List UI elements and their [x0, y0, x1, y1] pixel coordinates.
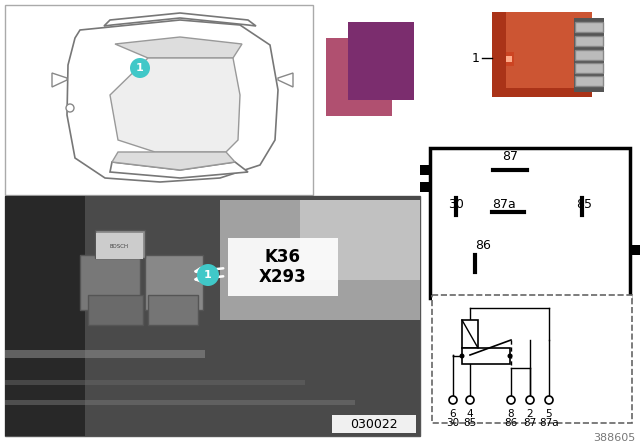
Text: X293: X293: [259, 268, 307, 286]
Bar: [5, 400, 355, 405]
Bar: [420, 165, 430, 175]
Polygon shape: [67, 20, 278, 182]
Bar: [492, 12, 506, 97]
Circle shape: [449, 396, 457, 404]
Polygon shape: [110, 162, 248, 178]
Bar: [430, 148, 630, 298]
Bar: [5, 196, 420, 436]
Polygon shape: [278, 73, 293, 87]
Text: 86: 86: [475, 239, 491, 252]
Bar: [575, 76, 603, 86]
Bar: [80, 255, 140, 310]
Bar: [420, 182, 430, 192]
Text: 6: 6: [450, 409, 456, 419]
Circle shape: [508, 353, 513, 358]
Circle shape: [545, 396, 553, 404]
Bar: [506, 52, 514, 66]
Bar: [575, 36, 603, 46]
Circle shape: [526, 396, 534, 404]
Text: 87a: 87a: [492, 198, 516, 211]
Text: BOSCH: BOSCH: [109, 244, 129, 249]
Circle shape: [197, 264, 219, 286]
Text: 87a: 87a: [539, 418, 559, 428]
Text: 030022: 030022: [350, 418, 398, 431]
Bar: [432, 295, 632, 423]
Text: 87: 87: [524, 418, 536, 428]
Circle shape: [460, 353, 465, 358]
Text: 4: 4: [467, 409, 474, 419]
Text: 388605: 388605: [593, 433, 635, 443]
Bar: [575, 50, 603, 60]
Bar: [492, 12, 592, 97]
Bar: [5, 196, 420, 436]
Text: 86: 86: [504, 418, 518, 428]
Text: 1: 1: [204, 270, 212, 280]
Bar: [148, 295, 198, 325]
Text: 2: 2: [527, 409, 533, 419]
Bar: [5, 196, 85, 436]
Text: 30: 30: [447, 418, 460, 428]
Circle shape: [466, 396, 474, 404]
Bar: [574, 18, 604, 92]
Bar: [5, 350, 205, 358]
Polygon shape: [104, 13, 256, 26]
Text: 5: 5: [546, 409, 552, 419]
Text: 30: 30: [448, 198, 464, 211]
Bar: [220, 200, 420, 320]
Text: 85: 85: [463, 418, 477, 428]
Bar: [506, 56, 512, 62]
Text: 1: 1: [472, 52, 480, 65]
Bar: [95, 230, 145, 258]
Circle shape: [507, 396, 515, 404]
Polygon shape: [110, 58, 240, 152]
Bar: [575, 63, 603, 73]
Circle shape: [130, 58, 150, 78]
Text: 85: 85: [576, 198, 592, 211]
Bar: [630, 245, 640, 255]
Polygon shape: [115, 37, 242, 58]
Bar: [145, 255, 203, 310]
Bar: [462, 320, 478, 348]
Polygon shape: [112, 152, 235, 170]
Bar: [575, 22, 603, 32]
Bar: [5, 380, 305, 385]
Bar: [96, 233, 143, 259]
Text: 1: 1: [136, 63, 144, 73]
Bar: [492, 88, 592, 97]
Text: K36: K36: [265, 248, 301, 266]
Bar: [348, 22, 414, 100]
Text: 87: 87: [502, 150, 518, 163]
Bar: [300, 200, 420, 280]
Polygon shape: [52, 73, 67, 87]
Bar: [462, 348, 510, 364]
Bar: [88, 295, 143, 325]
Circle shape: [66, 104, 74, 112]
Bar: [5, 5, 313, 195]
Bar: [326, 38, 392, 116]
Bar: [228, 238, 338, 296]
Text: 8: 8: [508, 409, 515, 419]
Bar: [332, 415, 416, 433]
